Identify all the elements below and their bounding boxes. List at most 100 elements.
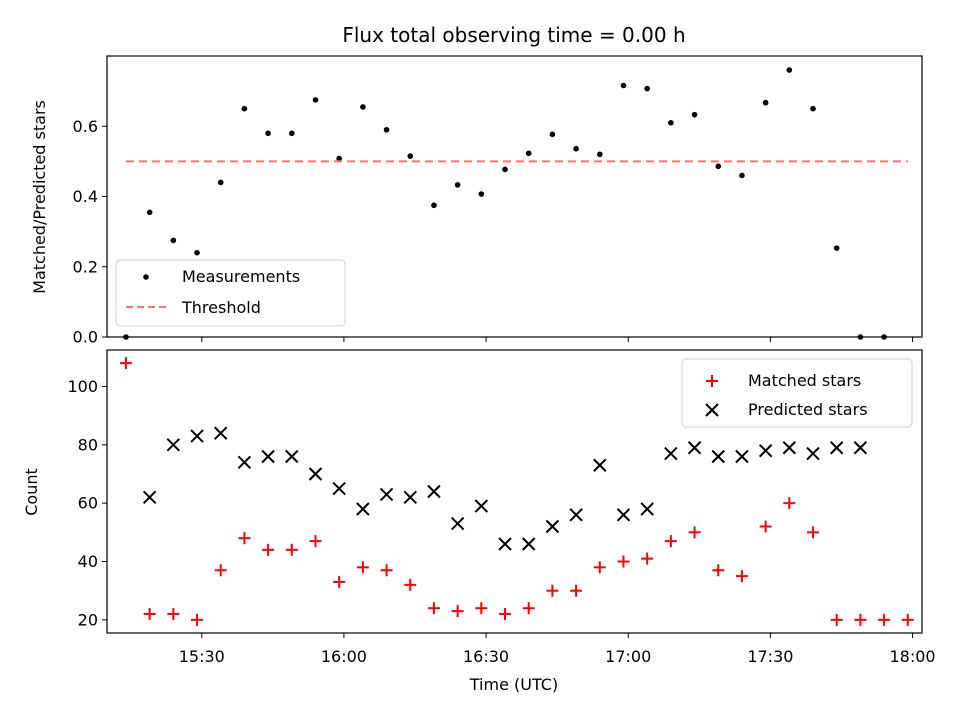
legend-threshold-label: Threshold bbox=[181, 298, 261, 317]
matched-stars-point bbox=[499, 608, 512, 621]
measurement-point bbox=[265, 130, 271, 137]
measurement-point bbox=[620, 82, 627, 89]
top-y-tick-label: 0.6 bbox=[73, 117, 98, 136]
measurement-point bbox=[668, 119, 674, 126]
matched-stars-point bbox=[854, 613, 867, 626]
top-y-axis-label: Matched/Predicted stars bbox=[30, 100, 49, 294]
measurement-point bbox=[336, 155, 342, 162]
measurement-point bbox=[762, 99, 769, 106]
predicted-stars-point bbox=[569, 508, 583, 522]
matched-stars-point bbox=[238, 532, 251, 545]
x-tick-label: 17:00 bbox=[605, 647, 651, 666]
matched-stars-point bbox=[807, 526, 820, 539]
predicted-stars-point bbox=[711, 449, 725, 464]
matched-stars-point bbox=[688, 526, 701, 539]
predicted-stars-point bbox=[474, 499, 489, 513]
matched-stars-point bbox=[143, 608, 156, 621]
predicted-stars-point bbox=[237, 455, 252, 470]
measurement-point bbox=[478, 191, 485, 197]
measurement-point bbox=[146, 209, 153, 216]
x-tick-label: 15:30 bbox=[179, 647, 225, 666]
predicted-stars-point bbox=[166, 438, 181, 452]
bottom-axes-frame bbox=[106, 349, 923, 634]
predicted-stars-point bbox=[593, 458, 607, 472]
predicted-stars-point bbox=[640, 502, 654, 516]
matched-stars-point bbox=[641, 552, 654, 565]
bottom-legend-box bbox=[681, 358, 913, 428]
legend-matched-label: Matched stars bbox=[748, 371, 861, 390]
top-axes-frame bbox=[106, 55, 923, 338]
x-tick-label: 18:00 bbox=[889, 647, 935, 666]
top-chart-title: Flux total observing time = 0.00 h bbox=[342, 23, 685, 47]
measurement-point bbox=[691, 111, 698, 118]
matched-stars-point bbox=[546, 584, 559, 597]
x-tick-label: 17:30 bbox=[747, 647, 793, 666]
predicted-stars-point bbox=[664, 446, 678, 461]
measurement-point bbox=[833, 245, 840, 251]
matched-stars-point bbox=[664, 535, 677, 548]
matched-stars-point bbox=[475, 602, 488, 615]
predicted-stars-point bbox=[214, 426, 228, 440]
legend-predicted-label: Predicted stars bbox=[748, 400, 868, 419]
predicted-stars-point bbox=[450, 516, 465, 531]
predicted-stars-point bbox=[427, 484, 441, 499]
x-tick-label: 16:30 bbox=[463, 647, 509, 666]
matched-stars-point bbox=[522, 602, 535, 615]
matched-stars-point bbox=[735, 570, 748, 583]
matched-stars-point bbox=[759, 520, 772, 533]
matched-stars-point bbox=[356, 561, 369, 574]
matched-stars-point bbox=[451, 605, 464, 618]
top-legend-box bbox=[115, 259, 346, 327]
top-panel: Flux total observing time = 0.00 h Match… bbox=[30, 23, 923, 347]
top-legend: Measurements Threshold bbox=[115, 259, 346, 327]
predicted-stars-point bbox=[379, 487, 394, 502]
measurement-point bbox=[194, 249, 200, 256]
bottom-y-tick-label: 20 bbox=[78, 610, 98, 629]
matched-stars-point bbox=[570, 584, 583, 597]
measurement-point bbox=[383, 126, 390, 133]
predicted-stars-point bbox=[285, 449, 299, 464]
predicted-stars-point bbox=[308, 467, 323, 481]
predicted-stars-point bbox=[356, 502, 370, 516]
measurement-point bbox=[739, 172, 745, 179]
matched-stars-point bbox=[593, 561, 606, 574]
predicted-stars-point bbox=[403, 490, 417, 505]
measurement-point bbox=[502, 166, 508, 173]
predicted-stars-point bbox=[853, 441, 868, 455]
matched-stars-point bbox=[830, 613, 843, 626]
matched-stars-point bbox=[262, 543, 275, 556]
legend-predicted-marker bbox=[705, 403, 719, 417]
measurement-point bbox=[360, 104, 366, 110]
matched-stars-point bbox=[119, 357, 132, 370]
predicted-stars-point bbox=[616, 508, 631, 522]
legend-matched-marker bbox=[706, 375, 718, 387]
matched-stars-point bbox=[309, 535, 322, 548]
measurement-point bbox=[786, 67, 793, 73]
measurement-point bbox=[217, 179, 224, 186]
predicted-stars-point bbox=[758, 443, 773, 458]
matched-stars-point bbox=[427, 602, 440, 615]
bottom-x-axis-label: Time (UTC) bbox=[469, 675, 558, 694]
measurement-point bbox=[715, 163, 722, 170]
measurement-point bbox=[454, 182, 461, 188]
bottom-y-tick-label: 40 bbox=[78, 552, 98, 571]
matched-stars-point bbox=[712, 564, 725, 577]
measurement-point bbox=[241, 105, 248, 112]
matched-stars-point bbox=[617, 555, 630, 568]
measurement-point bbox=[312, 97, 319, 103]
measurement-point bbox=[525, 150, 532, 157]
matched-stars-point bbox=[191, 613, 204, 626]
measurement-point bbox=[810, 105, 816, 112]
bottom-panel: Count Time (UTC) 20 40 60 80 100 15:30 16:00 16… bbox=[22, 349, 936, 694]
measurement-point bbox=[288, 130, 295, 137]
matched-stars-point bbox=[878, 613, 891, 626]
bottom-y-tick-label: 80 bbox=[78, 435, 98, 454]
measurement-point bbox=[407, 153, 414, 159]
measurement-point bbox=[170, 237, 177, 244]
matched-stars-point bbox=[333, 575, 346, 588]
matched-stars-point bbox=[214, 564, 227, 577]
top-y-tick-label: 0.0 bbox=[73, 328, 98, 347]
bottom-y-tick-label: 100 bbox=[67, 377, 98, 396]
matched-stars-point bbox=[783, 497, 796, 510]
predicted-stars-point bbox=[332, 481, 346, 496]
